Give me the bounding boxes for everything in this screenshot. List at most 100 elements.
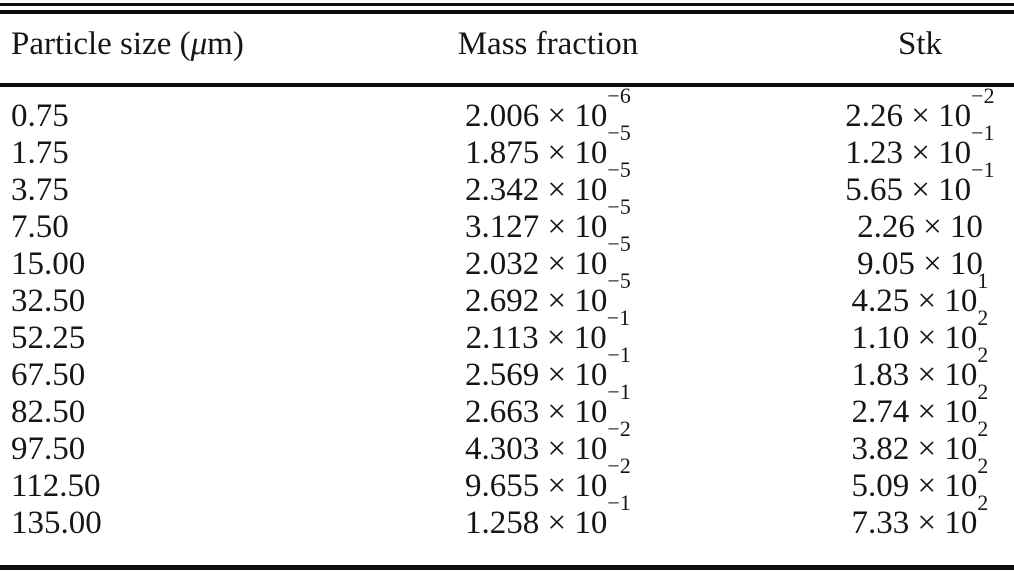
- mass-fraction-value: 4.303 × 10: [465, 431, 608, 467]
- cell-particle-size: 32.50: [11, 283, 86, 319]
- mass-fraction-exponent: −6: [607, 84, 631, 109]
- cell-stk: 9.05 × 10: [826, 246, 1014, 283]
- stk-value: 3.82 × 10: [851, 431, 978, 467]
- mass-fraction-exponent: −5: [607, 195, 631, 220]
- cell-stk: 1.10 × 102: [826, 307, 1014, 357]
- stk-exponent: 2: [977, 454, 989, 479]
- table-row: 67.50 2.569 × 10−1 1.83 × 102: [0, 344, 1014, 394]
- cell-particle-size: 67.50: [11, 357, 86, 393]
- cell-particle-size: 3.75: [11, 172, 69, 208]
- mass-fraction-exponent: −1: [607, 343, 631, 368]
- mass-fraction-value: 2.663 × 10: [465, 394, 608, 430]
- stk-value: 9.05 × 10: [857, 246, 983, 282]
- mass-fraction-value: 2.113 × 10: [465, 320, 607, 356]
- table-header-row: Particle size (μm) Mass fraction Stk: [0, 14, 1014, 87]
- cell-mass-fraction: 2.569 × 10−1: [270, 344, 826, 394]
- mass-fraction-value: 2.032 × 10: [465, 246, 608, 282]
- stk-value: 1.23 × 10: [845, 135, 972, 171]
- cell-particle-size: 7.50: [11, 209, 69, 245]
- table-row: 112.50 9.655 × 10−2 5.09 × 102: [0, 455, 1014, 505]
- table-row: 52.25 2.113 × 10−1 1.10 × 102: [0, 307, 1014, 357]
- table-row: 15.00 2.032 × 10−5 9.05 × 10: [0, 233, 1014, 283]
- mass-fraction-value: 2.006 × 10: [465, 98, 608, 134]
- cell-stk: 2.74 × 102: [826, 381, 1014, 431]
- mass-fraction-value: 1.875 × 10: [465, 135, 608, 171]
- stk-value: 4.25 × 10: [851, 283, 978, 319]
- cell-mass-fraction: 1.258 × 10−1: [270, 492, 826, 542]
- mass-fraction-exponent: −5: [607, 158, 631, 183]
- stk-exponent: 2: [977, 306, 989, 331]
- cell-mass-fraction: 2.006 × 10−6: [270, 85, 826, 135]
- stk-exponent: −1: [971, 121, 995, 146]
- mass-fraction-exponent: −5: [607, 232, 631, 257]
- table-body: 0.75 2.006 × 10−6 2.26 × 10−2 1.75 1.875…: [0, 85, 1014, 542]
- cell-particle-size: 97.50: [11, 431, 86, 467]
- cell-stk: 1.83 × 102: [826, 344, 1014, 394]
- cell-particle-size: 135.00: [11, 505, 102, 541]
- top-rule-inner: [0, 10, 1014, 14]
- stk-exponent: 2: [977, 343, 989, 368]
- cell-particle-size: 0.75: [11, 98, 69, 134]
- mass-fraction-exponent: −5: [607, 121, 631, 146]
- stk-value: 5.09 × 10: [851, 468, 978, 504]
- cell-mass-fraction: 1.875 × 10−5: [270, 122, 826, 172]
- stk-value: 2.74 × 10: [851, 394, 978, 430]
- stk-value: 1.83 × 10: [851, 357, 978, 393]
- cell-stk: 4.25 × 101: [826, 270, 1014, 320]
- stk-value: 1.10 × 10: [851, 320, 978, 356]
- cell-stk: 2.26 × 10−2: [826, 85, 1014, 135]
- table-row: 7.50 3.127 × 10−5 2.26 × 10: [0, 196, 1014, 246]
- cell-mass-fraction: 3.127 × 10−5: [270, 196, 826, 246]
- mass-fraction-exponent: −2: [607, 454, 631, 479]
- cell-particle-size: 52.25: [11, 320, 86, 356]
- column-header-particle-size: Particle size (μm): [0, 14, 270, 87]
- cell-stk: 1.23 × 10−1: [826, 122, 1014, 172]
- table-row: 97.50 4.303 × 10−2 3.82 × 102: [0, 418, 1014, 468]
- table-row: 0.75 2.006 × 10−6 2.26 × 10−2: [0, 85, 1014, 135]
- cell-mass-fraction: 2.663 × 10−1: [270, 381, 826, 431]
- stk-exponent: 1: [977, 269, 989, 294]
- top-rule-outer: [0, 3, 1014, 6]
- table-row: 135.00 1.258 × 10−1 7.33 × 102: [0, 492, 1014, 542]
- stk-exponent: 2: [977, 491, 989, 516]
- table-header: Particle size (μm) Mass fraction Stk: [0, 14, 1014, 87]
- cell-particle-size: 15.00: [11, 246, 86, 282]
- cell-stk: 2.26 × 10: [826, 209, 1014, 246]
- column-header-stk: Stk: [826, 14, 1014, 87]
- stk-value: 2.26 × 10: [857, 209, 983, 245]
- bottom-rule: [0, 565, 1014, 570]
- mass-fraction-value: 2.692 × 10: [465, 283, 608, 319]
- mass-fraction-exponent: −5: [607, 269, 631, 294]
- stk-exponent: 2: [977, 380, 989, 405]
- mass-fraction-value: 2.342 × 10: [465, 172, 608, 208]
- mass-fraction-exponent: −1: [607, 491, 631, 516]
- mass-fraction-value: 9.655 × 10: [465, 468, 608, 504]
- particle-size-label-prefix: Particle size (: [11, 26, 191, 62]
- stk-exponent: −1: [971, 158, 995, 183]
- mass-fraction-exponent: −1: [606, 306, 631, 331]
- table-row: 82.50 2.663 × 10−1 2.74 × 102: [0, 381, 1014, 431]
- stk-value: 2.26 × 10: [845, 98, 972, 134]
- mu-symbol: μ: [190, 26, 208, 62]
- cell-stk: 3.82 × 102: [826, 418, 1014, 468]
- cell-stk: 7.33 × 102: [826, 492, 1014, 542]
- mass-fraction-value: 3.127 × 10: [465, 209, 608, 245]
- mass-fraction-value: 1.258 × 10: [465, 505, 608, 541]
- cell-stk: 5.65 × 10−1: [826, 159, 1014, 209]
- particle-data-table: Particle size (μm) Mass fraction Stk 0.7…: [0, 14, 1014, 542]
- mass-fraction-value: 2.569 × 10: [465, 357, 608, 393]
- stk-value: 5.65 × 10: [845, 172, 972, 208]
- stk-exponent: 2: [977, 417, 989, 442]
- cell-particle-size: 82.50: [11, 394, 86, 430]
- stk-value: 7.33 × 10: [851, 505, 978, 541]
- cell-particle-size: 1.75: [11, 135, 69, 171]
- table-row: 32.50 2.692 × 10−5 4.25 × 101: [0, 270, 1014, 320]
- mass-fraction-exponent: −1: [607, 380, 631, 405]
- cell-mass-fraction: 2.113 × 10−1: [270, 307, 826, 357]
- table-row: 1.75 1.875 × 10−5 1.23 × 10−1: [0, 122, 1014, 172]
- cell-mass-fraction: 4.303 × 10−2: [270, 418, 826, 468]
- table-row: 3.75 2.342 × 10−5 5.65 × 10−1: [0, 159, 1014, 209]
- particle-size-label-suffix: m): [207, 26, 244, 62]
- cell-particle-size: 112.50: [11, 468, 101, 504]
